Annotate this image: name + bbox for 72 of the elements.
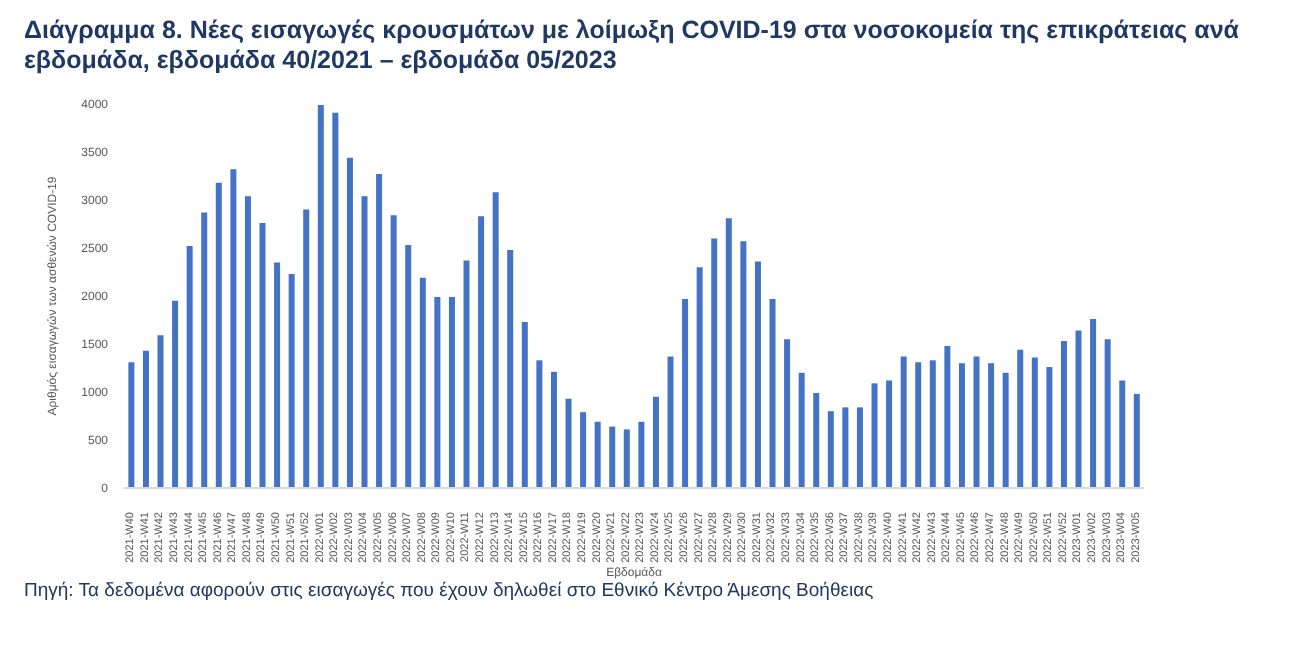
- bar: [594, 421, 601, 488]
- bar: [886, 380, 893, 488]
- bar: [346, 157, 353, 488]
- bar: [667, 356, 674, 488]
- bar: [958, 363, 965, 488]
- bar: [740, 241, 747, 488]
- bar: [186, 246, 193, 488]
- bar: [696, 267, 703, 488]
- bar: [565, 398, 572, 488]
- bar: [623, 429, 630, 488]
- bar: [784, 339, 791, 488]
- bar: [448, 296, 455, 488]
- bar: [944, 345, 951, 488]
- bar: [813, 392, 820, 488]
- bar: [1090, 319, 1097, 488]
- bar: [507, 249, 514, 488]
- bar: [725, 218, 732, 488]
- bar: [536, 360, 543, 488]
- bar: [1017, 349, 1024, 488]
- bar: [463, 260, 470, 488]
- bar: [1104, 339, 1111, 488]
- bar: [288, 273, 295, 488]
- bar: [172, 300, 179, 488]
- bar: [419, 277, 426, 488]
- bar: [652, 396, 659, 488]
- bar: [827, 411, 834, 488]
- bar: [1060, 341, 1067, 488]
- bar: [682, 298, 689, 488]
- bar: [1119, 380, 1126, 488]
- bar: [128, 362, 135, 488]
- bar: [856, 407, 863, 488]
- bar: [376, 174, 383, 488]
- bar: [900, 356, 907, 488]
- bar: [230, 169, 237, 488]
- bar: [871, 383, 878, 488]
- bar: [769, 298, 776, 488]
- bar: [1002, 372, 1009, 488]
- bar: [215, 182, 222, 488]
- bar: [1075, 330, 1082, 488]
- bar: [361, 196, 368, 488]
- bar: [754, 261, 761, 488]
- chart-title: Διάγραμμα 8. Νέες εισαγωγές κρουσμάτων με λοίμωξη COVID-19 στα νοσοκομεία της επικράτειας ανά εβδομάδα, εβδομάδα 40/2021 – εβδομάδα 05/2023: [22, 16, 1241, 76]
- bar: [274, 262, 281, 488]
- bar: [157, 335, 164, 488]
- bar: [492, 192, 499, 488]
- bar: [478, 216, 485, 488]
- bar: [609, 426, 616, 488]
- bar: [580, 412, 587, 488]
- bar: [405, 245, 412, 488]
- bar: [390, 215, 397, 488]
- bar: [434, 296, 441, 488]
- bar: [259, 223, 266, 488]
- bar: [1031, 357, 1038, 488]
- bar: [142, 350, 149, 488]
- bar: [332, 112, 339, 488]
- bar: [303, 209, 310, 488]
- bar: [1133, 393, 1140, 488]
- bar: [550, 371, 557, 488]
- bar: [973, 356, 980, 488]
- bar: [915, 362, 922, 488]
- bar: [521, 321, 528, 488]
- bar: [798, 372, 805, 488]
- bar: [842, 407, 849, 488]
- bar: [638, 421, 645, 488]
- bar: [988, 363, 995, 488]
- text: Πηγή: Τα δεδομένα αφορούν στις εισαγωγές που έχουν δηλωθεί στο Εθνικό Κέντρο Άμεσης Βοήθειας: [22, 580, 876, 602]
- bar: [1046, 367, 1053, 488]
- bar: [317, 104, 324, 488]
- bar: [201, 212, 208, 488]
- bar: [711, 238, 718, 488]
- bar: [929, 360, 936, 488]
- bar: [244, 196, 251, 488]
